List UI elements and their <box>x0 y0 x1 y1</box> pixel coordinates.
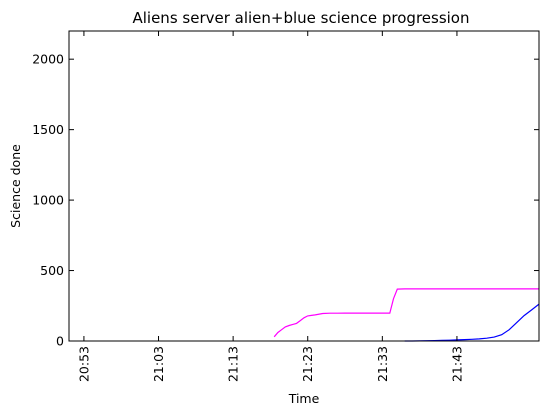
y-axis-label: Science done <box>8 144 23 228</box>
x-tick-label-0: 20:53 <box>76 346 91 382</box>
plot-frame <box>68 30 540 342</box>
y-tick-label-4: 2000 <box>32 52 64 67</box>
plot-area <box>273 288 540 342</box>
x-tick-label-2: 21:13 <box>226 346 241 382</box>
y-tick-label-2: 1000 <box>32 193 64 208</box>
x-tick-label-1: 21:03 <box>151 346 166 382</box>
y-tick-label-0: 0 <box>56 334 64 349</box>
series-line-0 <box>273 288 539 338</box>
y-tick-label-3: 1500 <box>32 122 64 137</box>
chart-title: Aliens server alien+blue science progres… <box>132 9 469 27</box>
x-tick-label-3: 21:23 <box>300 346 315 382</box>
x-axis-label: Time <box>288 391 320 406</box>
x-tick-label-4: 21:33 <box>375 346 390 382</box>
series-line-1 <box>404 303 540 342</box>
axis-ticks: 0 500 1000 1500 2000 20:53 21:03 21:13 21:23 21:3… <box>32 31 539 382</box>
x-tick-label-5: 21:43 <box>449 346 464 382</box>
y-tick-label-1: 500 <box>40 263 64 278</box>
